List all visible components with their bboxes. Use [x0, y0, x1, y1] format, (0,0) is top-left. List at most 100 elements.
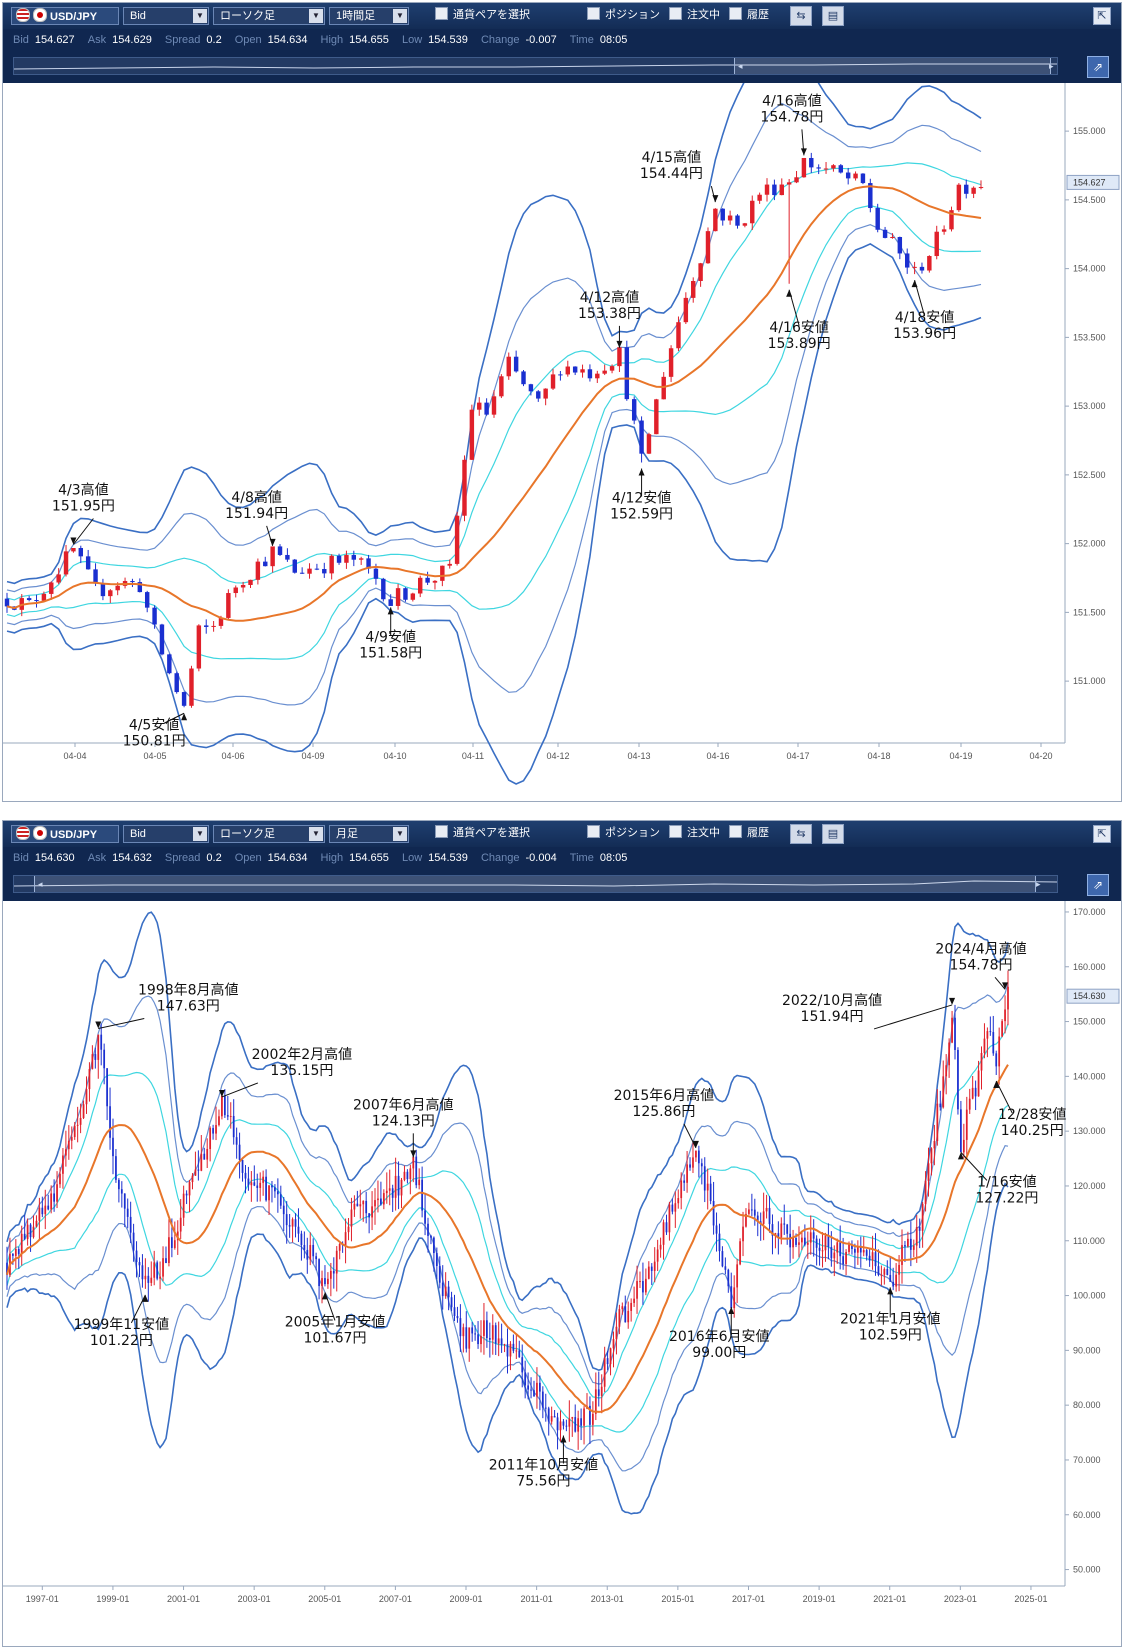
candle-body — [70, 1137, 73, 1141]
scroll-right-icon[interactable]: ▸ — [1049, 61, 1054, 71]
chevron-down-icon: ▼ — [193, 827, 207, 841]
candle-body — [1004, 1009, 1006, 1022]
collapse-button[interactable]: ⇱ — [1093, 825, 1111, 843]
y-tick-label: 80.000 — [1073, 1400, 1101, 1410]
pair-select-checkbox[interactable] — [435, 7, 448, 20]
candle-body — [603, 1358, 606, 1387]
hourly-candlestick-chart[interactable]: 155.000 154.500 154.000 153.500 153.000 152.5… — [3, 83, 1121, 801]
chart-kind-select[interactable]: ローソク足 ▼ — [213, 7, 325, 25]
annotation-arrow-line — [98, 1018, 145, 1030]
expand-button[interactable]: ⇗ — [1087, 874, 1109, 896]
candle-body — [403, 588, 408, 600]
candle-body — [453, 1307, 456, 1317]
candle-body — [336, 555, 342, 563]
jp-flag-icon — [33, 8, 47, 22]
orders-checkbox[interactable] — [669, 7, 682, 20]
history-toggle[interactable]: 履歴 — [729, 825, 769, 843]
candle-body — [809, 1232, 812, 1243]
candle-body — [795, 1237, 797, 1245]
orders-toggle[interactable]: 注文中 — [669, 7, 720, 25]
scroll-left-icon[interactable]: ◂ — [738, 61, 743, 71]
annotation-value: 147.63円 — [157, 999, 220, 1015]
candle-body — [848, 1244, 850, 1252]
candle-body — [371, 1206, 373, 1218]
candle-body — [137, 582, 143, 593]
monthly-candlestick-chart[interactable]: 170.000 160.000 150.000 140.000 130.000 120.0… — [3, 901, 1121, 1646]
y-tick-label: 151.000 — [1073, 676, 1106, 686]
range-scroller[interactable]: ◂ ▸ — [13, 875, 1058, 893]
candle-body — [539, 1382, 541, 1392]
timeframe-value: 月足 — [336, 828, 358, 840]
scroll-right-icon[interactable]: ▸ — [1036, 879, 1041, 889]
orders-checkbox[interactable] — [669, 825, 682, 838]
candle-body — [735, 215, 740, 226]
candle-body — [783, 1223, 786, 1225]
pair-select-toggle[interactable]: 通貨ペアを選択 — [435, 7, 530, 25]
candle-body — [730, 1286, 733, 1309]
candle-body — [780, 1223, 783, 1238]
position-toggle[interactable]: ポジション — [587, 825, 660, 843]
candle-body — [93, 569, 98, 584]
position-toggle[interactable]: ポジション — [587, 7, 660, 25]
history-checkbox[interactable] — [729, 825, 742, 838]
candle-body — [962, 1139, 965, 1153]
candle-body — [921, 1203, 924, 1231]
range-window-handle[interactable] — [34, 876, 1036, 892]
x-tick-label: 2011-01 — [520, 1594, 552, 1604]
layout-button[interactable]: ▤ — [822, 824, 844, 844]
candle-body — [327, 1278, 329, 1285]
range-window-handle[interactable] — [734, 58, 1051, 74]
range-scroller[interactable]: ◂ ▸ — [13, 57, 1058, 75]
chart-type-button[interactable]: ⇆ — [790, 824, 812, 844]
candle-body — [412, 1156, 415, 1169]
candle-body — [185, 1193, 188, 1196]
expand-button[interactable]: ⇗ — [1087, 56, 1109, 78]
pair-select-checkbox[interactable] — [435, 825, 448, 838]
annotation-value: 75.56円 — [516, 1473, 570, 1489]
candle-body — [668, 348, 674, 377]
candle-body — [792, 1237, 794, 1248]
symbol-selector[interactable]: USD/JPY — [11, 825, 119, 843]
candle-body — [49, 582, 54, 594]
chart-kind-select[interactable]: ローソク足 ▼ — [213, 825, 325, 843]
orders-toggle[interactable]: 注文中 — [669, 825, 720, 843]
chart-type-button[interactable]: ⇆ — [790, 6, 812, 26]
x-tick-label: 04-06 — [221, 751, 244, 761]
symbol-selector[interactable]: USD/JPY — [11, 7, 119, 25]
candle-body — [742, 223, 748, 226]
price-type-value: Bid — [130, 10, 146, 22]
candle-body — [654, 399, 659, 435]
high-value: 154.655 — [349, 34, 389, 46]
x-tick-label: 2009-01 — [449, 1594, 482, 1604]
timeframe-select[interactable]: 月足 ▼ — [329, 825, 409, 843]
candle-body — [109, 1106, 111, 1138]
annotation-value: 152.59円 — [610, 507, 673, 523]
collapse-button[interactable]: ⇱ — [1093, 7, 1111, 25]
y-tick-label: 90.000 — [1073, 1345, 1101, 1355]
candle-body — [995, 1053, 998, 1067]
y-tick-label: 153.500 — [1073, 332, 1106, 342]
candle-body — [285, 1214, 288, 1226]
candle-body — [41, 593, 47, 601]
candle-body — [574, 1417, 577, 1432]
candle-body — [609, 1348, 612, 1365]
candle-body — [912, 266, 917, 268]
history-checkbox[interactable] — [729, 7, 742, 20]
pair-select-toggle[interactable]: 通貨ペアを選択 — [435, 825, 530, 843]
candle-body — [394, 1175, 397, 1198]
price-type-select[interactable]: Bid ▼ — [123, 7, 209, 25]
us-flag-icon — [16, 8, 30, 22]
candle-body — [989, 1031, 992, 1033]
candle-body — [282, 1205, 285, 1215]
position-checkbox[interactable] — [587, 7, 600, 20]
position-checkbox[interactable] — [587, 825, 600, 838]
candle-body — [736, 1264, 739, 1288]
history-toggle[interactable]: 履歴 — [729, 7, 769, 25]
layout-button[interactable]: ▤ — [822, 6, 844, 26]
price-type-select[interactable]: Bid ▼ — [123, 825, 209, 843]
x-tick-label: 1997-01 — [26, 1594, 59, 1604]
scroll-left-icon[interactable]: ◂ — [38, 879, 43, 889]
candle-body — [718, 1233, 721, 1252]
candle-body — [518, 1350, 521, 1358]
timeframe-select[interactable]: 1時間足 ▼ — [329, 7, 409, 25]
